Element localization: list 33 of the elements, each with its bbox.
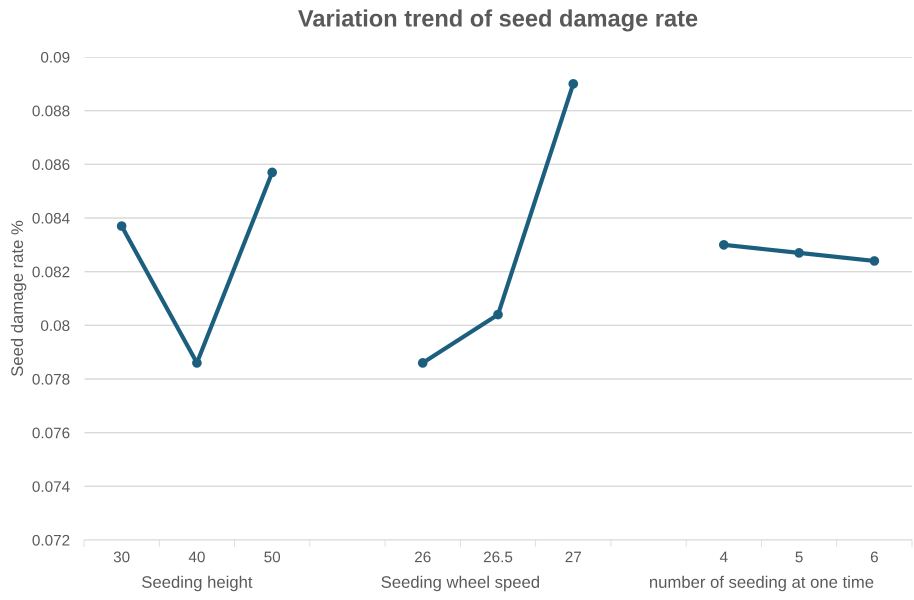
y-tick-label: 0.086 xyxy=(32,159,70,170)
point xyxy=(568,78,578,89)
text: Seeding wheel speed xyxy=(381,576,539,592)
x-tick-label: 27 xyxy=(566,552,582,562)
x-tick-label: 40 xyxy=(188,552,205,562)
x-tick-label: 26.5 xyxy=(484,552,512,562)
point xyxy=(418,358,428,368)
point xyxy=(192,358,202,368)
y-axis-title: Seed damage rate % xyxy=(10,220,26,376)
x-tick-label: 30 xyxy=(114,552,130,562)
y-tick-label: 0.072 xyxy=(32,534,70,546)
y-tick-label: 0.076 xyxy=(32,428,70,438)
x-tick-label: 4 xyxy=(720,552,728,562)
point xyxy=(267,168,278,178)
text: Seeding height xyxy=(142,576,252,592)
x-tick-label: 26 xyxy=(415,552,431,562)
point xyxy=(794,248,804,258)
text: number of seeding at one time xyxy=(650,576,874,592)
point xyxy=(116,221,126,231)
point xyxy=(870,256,880,266)
point xyxy=(493,310,503,320)
y-tick-label: 0.082 xyxy=(32,266,70,278)
chart-title: Variation trend of seed damage rate xyxy=(298,9,698,32)
y-tick-label: 0.088 xyxy=(32,106,70,116)
y-tick-label: 0.078 xyxy=(32,374,70,385)
y-tick-label: 0.074 xyxy=(32,481,70,492)
x-tick-label: 6 xyxy=(870,552,878,562)
x-tick-label: 5 xyxy=(795,552,803,562)
x-tick-label: 50 xyxy=(264,552,280,562)
y-tick-label: 0.08 xyxy=(40,320,70,332)
y-tick-label: 0.084 xyxy=(32,212,70,224)
point xyxy=(718,240,729,250)
y-tick-label: 0.09 xyxy=(40,52,70,63)
